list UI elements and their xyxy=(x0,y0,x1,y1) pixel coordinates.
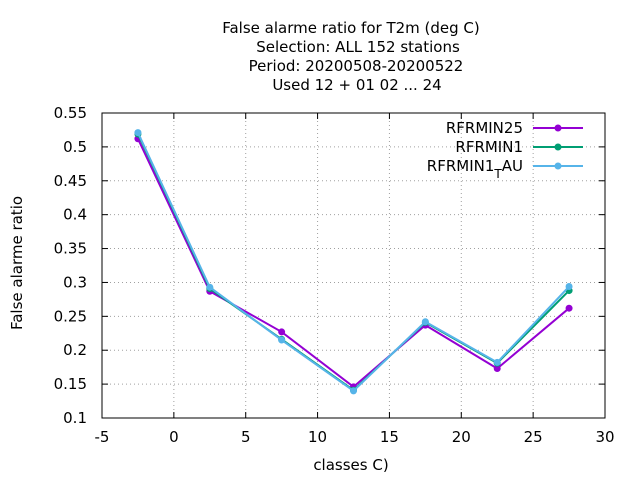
x-tick-label: 10 xyxy=(308,428,327,446)
data-point xyxy=(134,129,142,137)
y-tick-label: 0.45 xyxy=(54,172,87,190)
data-point xyxy=(421,318,429,326)
data-point xyxy=(565,283,573,291)
data-point xyxy=(278,336,286,344)
title-line-2: Selection: ALL 152 stations xyxy=(256,38,460,56)
plot-frame xyxy=(101,112,606,419)
x-tick-label: 5 xyxy=(241,428,251,446)
data-point xyxy=(350,387,357,395)
y-tick-label: 0.2 xyxy=(63,341,87,359)
legend-label: RFRMIN1 xyxy=(455,138,523,156)
y-tick-label: 0.25 xyxy=(54,307,87,325)
chart-title: False alarme ratio for T2m (deg C) Selec… xyxy=(222,19,480,94)
data-point xyxy=(565,304,573,312)
x-tick-label: 0 xyxy=(169,428,179,446)
axes xyxy=(101,112,606,419)
y-tick-label: 0.3 xyxy=(63,273,87,291)
legend-marker xyxy=(554,143,562,151)
y-tick-label: 0.5 xyxy=(63,138,87,156)
series-group xyxy=(134,129,573,395)
x-tick-label: 30 xyxy=(595,428,614,446)
y-axis-ticks: 0.1 0.15 0.2 0.25 0.3 0.35 0.4 0.45 0.5 0.55 xyxy=(54,104,605,427)
title-line-3: Period: 20200508-20200522 xyxy=(249,57,464,75)
legend-marker xyxy=(554,162,562,170)
series-line xyxy=(137,138,570,389)
x-tick-label: 20 xyxy=(452,428,471,446)
data-point xyxy=(493,358,501,366)
y-tick-label: 0.35 xyxy=(54,240,87,258)
data-point xyxy=(278,328,286,336)
legend-marker xyxy=(554,124,562,132)
x-tick-label: 15 xyxy=(380,428,399,446)
data-point xyxy=(493,365,501,373)
grid xyxy=(102,113,605,418)
y-tick-label: 0.1 xyxy=(63,409,87,427)
title-line-1: False alarme ratio for T2m (deg C) xyxy=(222,19,480,37)
title-line-4: Used 12 + 01 02 ... 24 xyxy=(272,76,441,94)
y-axis-title: False alarme ratio xyxy=(8,196,26,330)
legend-label: RFRMIN1TAU xyxy=(427,157,523,181)
data-point xyxy=(206,283,214,291)
y-tick-label: 0.4 xyxy=(63,206,87,224)
x-tick-label: 25 xyxy=(524,428,543,446)
x-axis-title: classes C) xyxy=(313,456,388,474)
legend-label: RFRMIN25 xyxy=(446,119,523,137)
series-rfrmin1-tau xyxy=(134,129,573,395)
y-tick-label: 0.55 xyxy=(54,104,87,122)
y-tick-label: 0.15 xyxy=(54,375,87,393)
x-tick-label: -5 xyxy=(95,428,110,446)
x-axis-ticks: -5 0 5 10 15 20 25 30 xyxy=(95,113,615,446)
